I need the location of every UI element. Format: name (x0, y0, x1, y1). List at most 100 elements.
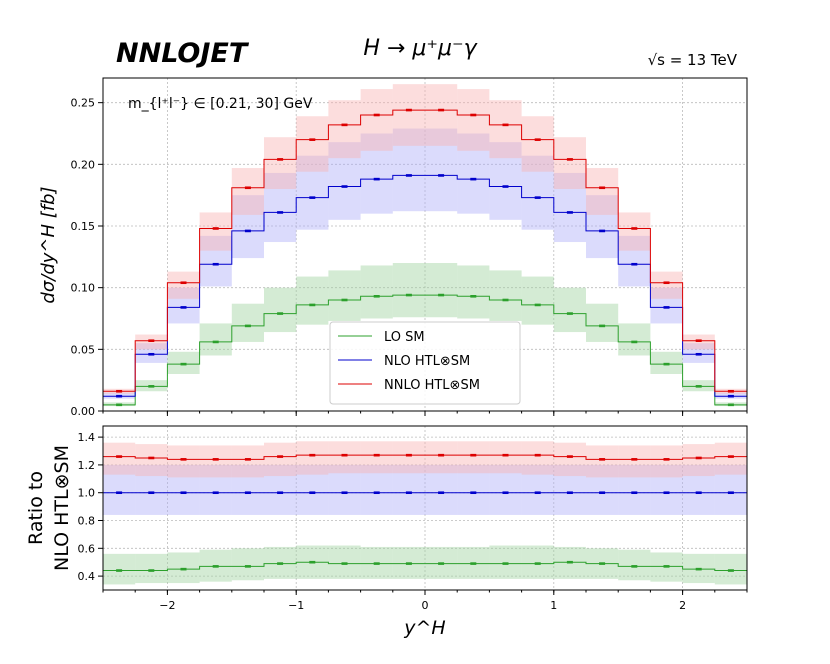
ratio-band-2 (392, 441, 425, 474)
main-point-0 (309, 303, 316, 307)
main-band-1 (489, 142, 522, 220)
ratio-band-1 (264, 464, 297, 515)
ratio-band-1 (103, 464, 136, 515)
ratio-band-2 (521, 441, 554, 475)
main-point-2 (727, 389, 734, 393)
ratio-point-0 (405, 562, 412, 565)
main-point-0 (502, 298, 509, 302)
main-band-2 (586, 168, 619, 215)
main-ylabel: dσ/dy^H [fb] (38, 186, 59, 303)
energy-label: √s = 13 TeV (648, 51, 738, 69)
main-axes-frame (102, 77, 748, 412)
ratio-band-1 (521, 464, 554, 515)
main-band-2 (521, 116, 554, 172)
ratio-band-1 (231, 464, 264, 515)
main-point-2 (695, 339, 702, 342)
ratio-y-tick-label: 0.8 (78, 515, 96, 528)
ratio-band-1 (360, 464, 393, 515)
main-point-0 (116, 403, 123, 407)
ratio-y-tick-label: 0.6 (78, 542, 96, 555)
main-band-1 (360, 133, 393, 214)
main-point-2 (116, 389, 123, 393)
main-band-2 (231, 168, 264, 215)
main-y-tick-label: 0.25 (71, 97, 96, 110)
ratio-point-1 (663, 491, 670, 495)
ratio-band-2 (714, 442, 747, 475)
ratio-band-0 (328, 545, 361, 579)
main-point-1 (631, 262, 638, 266)
main-point-0 (599, 324, 606, 328)
main-y-tick-label: 0.05 (71, 343, 96, 356)
ratio-band-2 (457, 441, 490, 474)
main-point-1 (663, 306, 670, 309)
ratio-band-2 (328, 441, 361, 474)
ratio-point-2 (534, 453, 541, 457)
ratio-point-0 (438, 562, 445, 565)
x-axis-label: y^H (403, 617, 445, 639)
main-point-0 (470, 295, 477, 298)
main-point-0 (180, 362, 187, 366)
process-title: H → μ⁺μ⁻γ (363, 36, 477, 61)
ratio-point-2 (148, 456, 155, 460)
ratio-band-1 (489, 464, 522, 515)
ratio-ticks: −2 −1 0 1 2 0.4 0.6 0.8 1.0 1.2 1.4 (78, 431, 748, 612)
ratio-point-0 (534, 562, 541, 565)
ratio-axes-frame (102, 425, 748, 591)
main-band-1 (425, 128, 458, 212)
ratio-point-0 (566, 560, 573, 564)
main-point-2 (534, 138, 541, 141)
ratio-band-2 (264, 442, 297, 477)
x-tick-label: 2 (679, 599, 686, 612)
ratio-point-2 (373, 453, 380, 457)
ratio-point-2 (341, 453, 348, 457)
ratio-band-0 (618, 549, 651, 581)
main-band-2 (425, 84, 458, 146)
main-point-0 (631, 340, 638, 344)
main-point-1 (373, 177, 380, 181)
main-point-0 (663, 362, 670, 366)
ratio-point-2 (631, 458, 638, 461)
main-band-0 (457, 265, 490, 319)
main-band-1 (199, 235, 232, 287)
ratio-point-0 (502, 562, 509, 565)
main-point-1 (244, 229, 251, 233)
main-band-2 (650, 271, 683, 299)
main-point-1 (534, 196, 541, 199)
ratio-band-2 (650, 445, 683, 478)
ratio-band-1 (682, 464, 715, 515)
ratio-point-0 (663, 565, 670, 568)
ratio-band-2 (296, 441, 329, 475)
main-point-1 (212, 262, 219, 266)
main-point-2 (438, 108, 445, 112)
main-band-1 (553, 172, 586, 243)
ratio-point-0 (212, 565, 219, 568)
main-point-0 (212, 340, 219, 344)
main-band-0 (328, 270, 361, 321)
main-point-1 (116, 394, 123, 398)
main-band-0 (231, 303, 264, 342)
ratio-band-2 (103, 442, 136, 475)
main-point-1 (341, 185, 348, 188)
main-point-1 (470, 177, 477, 181)
ratio-point-0 (727, 569, 734, 572)
main-point-2 (309, 138, 316, 141)
ratio-point-1 (244, 491, 251, 495)
main-y-tick-label: 0.10 (71, 282, 96, 295)
ratio-band-1 (296, 464, 329, 515)
ratio-point-2 (599, 458, 606, 461)
main-band-2 (618, 212, 651, 251)
ratio-point-1 (116, 491, 123, 495)
main-band-0 (618, 323, 651, 356)
main-point-1 (438, 174, 445, 177)
ratio-point-1 (148, 491, 155, 495)
ratio-band-1 (199, 464, 232, 515)
ratio-point-0 (309, 560, 316, 564)
main-point-1 (405, 174, 412, 177)
ratio-y-tick-label: 0.4 (78, 570, 96, 583)
ratio-point-1 (438, 491, 445, 495)
main-point-1 (599, 229, 606, 233)
main-band-0 (521, 276, 554, 325)
ratio-point-0 (599, 562, 606, 565)
main-lines (103, 108, 747, 407)
